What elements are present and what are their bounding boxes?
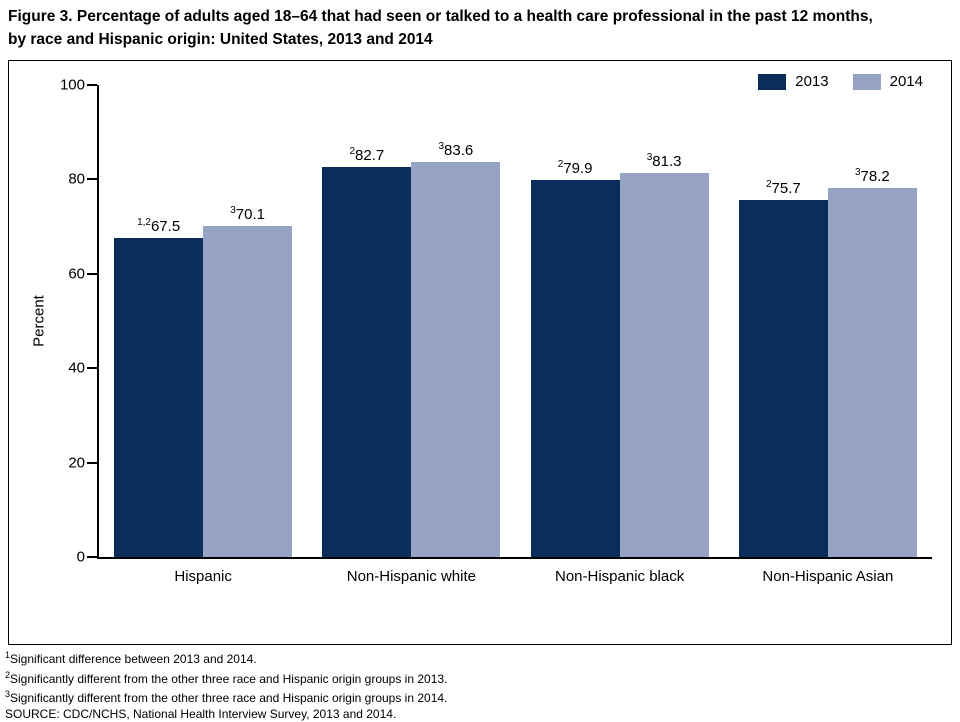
y-tick-mark <box>87 462 97 464</box>
figure-title-line-2: by race and Hispanic origin: United Stat… <box>8 31 433 48</box>
bar-col-2013-hispanic: 1,267.5 <box>114 85 203 557</box>
footnote-line: 1Significant difference between 2013 and… <box>5 648 447 668</box>
y-tick-mark <box>87 84 97 86</box>
footnote-line: 3Significantly different from the other … <box>5 687 447 707</box>
figure-title-line-1: Figure 3. Percentage of adults aged 18–6… <box>8 8 873 25</box>
bar-value-superscript: 3 <box>438 141 444 152</box>
x-axis-label-non-hispanic-white: Non-Hispanic white <box>307 568 515 585</box>
bar-group-non-hispanic-white: 282.7 383.6 <box>307 85 515 557</box>
bar-col-2014-non-hispanic-black: 381.3 <box>620 85 709 557</box>
x-axis-label-non-hispanic-asian: Non-Hispanic Asian <box>724 568 932 585</box>
bar-col-2013-non-hispanic-black: 279.9 <box>531 85 620 557</box>
bar-2013-non-hispanic-white <box>322 167 411 557</box>
bar-value-label: 279.9 <box>558 156 593 177</box>
y-axis-title: Percent <box>30 295 47 347</box>
bar-value-label: 370.1 <box>230 202 265 223</box>
bar-2014-non-hispanic-black <box>620 173 709 557</box>
y-tick-mark <box>87 178 97 180</box>
figure-title: Figure 3. Percentage of adults aged 18–6… <box>8 5 956 51</box>
bar-value-superscript: 2 <box>349 146 355 157</box>
bar-value-superscript: 3 <box>647 152 653 163</box>
y-tick-label: 100 <box>60 78 85 93</box>
bar-col-2014-hispanic: 370.1 <box>203 85 292 557</box>
bar-value-superscript: 1,2 <box>137 217 151 228</box>
x-axis-label-non-hispanic-black: Non-Hispanic black <box>516 568 724 585</box>
y-tick-label: 80 <box>68 172 85 187</box>
bar-value-label: 1,267.5 <box>137 214 180 235</box>
bar-value-superscript: 2 <box>766 179 772 190</box>
bar-group-hispanic: 1,267.5 370.1 <box>99 85 307 557</box>
y-tick-label: 60 <box>68 266 85 281</box>
bar-2013-hispanic <box>114 238 203 557</box>
footnote-superscript: 2 <box>5 670 10 680</box>
footnote-superscript: 3 <box>5 689 10 699</box>
y-tick-mark <box>87 556 97 558</box>
bar-col-2013-non-hispanic-white: 282.7 <box>322 85 411 557</box>
bar-2013-non-hispanic-asian <box>739 200 828 557</box>
bar-groups: 1,267.5 370.1 282.7 383.6 279.9 381.3 275.7 378… <box>99 85 932 557</box>
footnote-line: SOURCE: CDC/NCHS, National Health Interv… <box>5 707 447 722</box>
bar-value-superscript: 3 <box>855 167 861 178</box>
footnotes: 1Significant difference between 2013 and… <box>5 648 447 722</box>
bar-group-non-hispanic-asian: 275.7 378.2 <box>724 85 932 557</box>
bar-2014-non-hispanic-asian <box>828 188 917 557</box>
y-tick-label: 0 <box>77 550 85 565</box>
bar-group-non-hispanic-black: 279.9 381.3 <box>516 85 724 557</box>
bar-value-superscript: 2 <box>558 159 564 170</box>
bar-value-superscript: 3 <box>230 205 236 216</box>
y-tick-mark <box>87 273 97 275</box>
bar-2014-hispanic <box>203 226 292 557</box>
bar-2013-non-hispanic-black <box>531 180 620 557</box>
bar-value-label: 381.3 <box>647 149 682 170</box>
bar-value-label: 275.7 <box>766 176 801 197</box>
y-tick-label: 40 <box>68 361 85 376</box>
x-axis-label-hispanic: Hispanic <box>99 568 307 585</box>
bar-col-2014-non-hispanic-white: 383.6 <box>411 85 500 557</box>
bar-col-2013-non-hispanic-asian: 275.7 <box>739 85 828 557</box>
y-tick-label: 20 <box>68 455 85 470</box>
bar-value-label: 383.6 <box>438 138 473 159</box>
bar-value-label: 378.2 <box>855 164 890 185</box>
bar-value-label: 282.7 <box>349 143 384 164</box>
footnote-line: 2Significantly different from the other … <box>5 668 447 688</box>
bar-col-2014-non-hispanic-asian: 378.2 <box>828 85 917 557</box>
y-tick-mark <box>87 367 97 369</box>
bar-2014-non-hispanic-white <box>411 162 500 557</box>
footnote-superscript: 1 <box>5 650 10 660</box>
